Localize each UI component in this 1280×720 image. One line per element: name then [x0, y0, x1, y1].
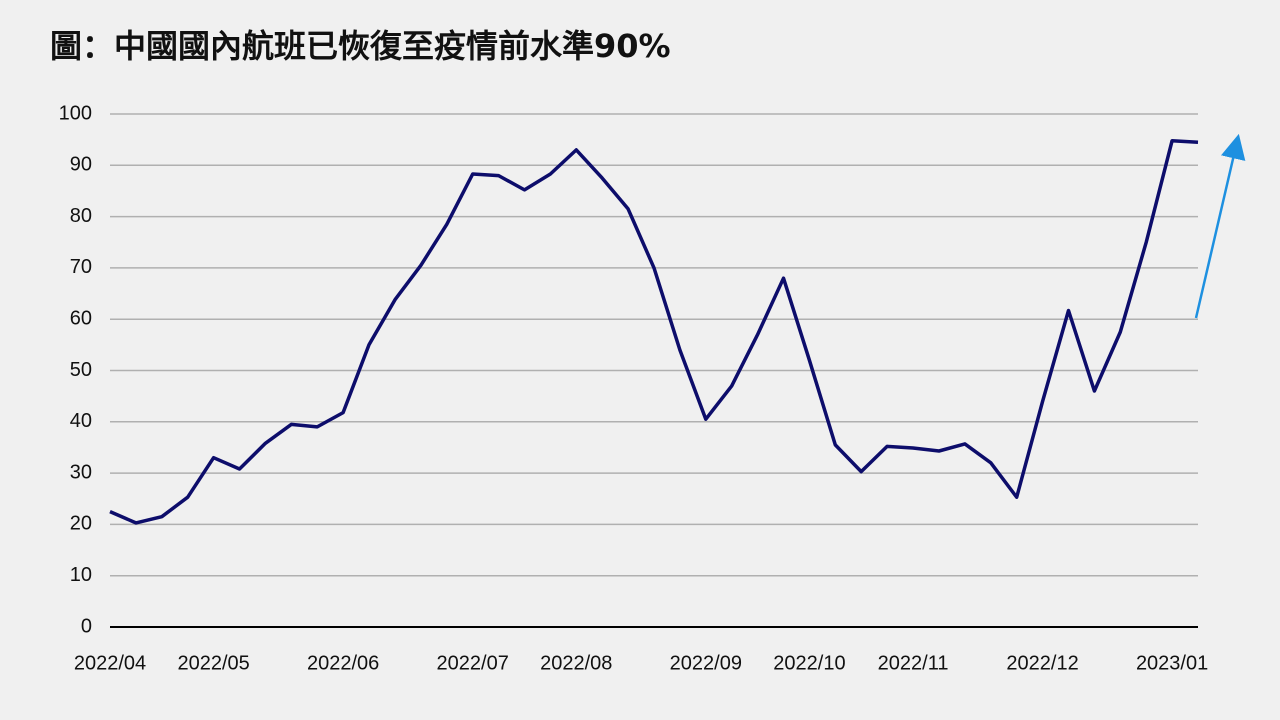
y-tick-label: 40 [70, 410, 92, 432]
x-tick-label: 2022/11 [878, 652, 949, 674]
x-tick-label: 2022/08 [540, 652, 612, 674]
y-tick-label: 80 [70, 205, 92, 227]
x-tick-label: 2023/01 [1136, 652, 1208, 674]
y-tick-label: 50 [70, 359, 92, 381]
x-tick-label: 2022/12 [1006, 652, 1078, 674]
x-tick-label: 2022/05 [177, 652, 249, 674]
line [109, 138, 1199, 525]
y-tick-label: 70 [70, 256, 92, 278]
y-tick-label: 100 [59, 102, 92, 124]
y-tick-label: 10 [70, 564, 92, 586]
y-tick-label: 60 [70, 307, 92, 329]
x-tick-label: 2022/06 [307, 652, 379, 674]
y-tick-label: 0 [81, 615, 92, 637]
x-tick-label: 2022/07 [437, 652, 509, 674]
x-tick-label: 2022/10 [773, 652, 845, 674]
chart-title: 圖：中國國內航班已恢復至疫情前水準90% [50, 27, 671, 65]
y-tick-label: 20 [70, 513, 92, 535]
y-tick-label: 30 [70, 461, 92, 483]
y-tick-label: 90 [70, 154, 92, 176]
x-tick-label: 2022/04 [74, 652, 146, 674]
trend-arrow [1194, 133, 1246, 319]
x-tick-label: 2022/09 [670, 652, 742, 674]
